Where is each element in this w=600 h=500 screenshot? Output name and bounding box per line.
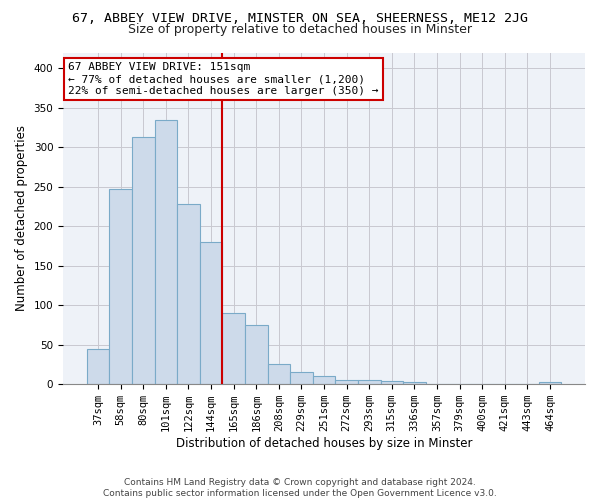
Bar bbox=[200, 242, 223, 384]
Bar bbox=[223, 313, 245, 384]
Bar bbox=[109, 189, 132, 384]
Bar bbox=[539, 382, 561, 384]
Bar bbox=[290, 372, 313, 384]
Bar bbox=[268, 364, 290, 384]
Bar bbox=[177, 204, 200, 384]
Bar bbox=[358, 380, 380, 384]
Text: 67 ABBEY VIEW DRIVE: 151sqm
← 77% of detached houses are smaller (1,200)
22% of : 67 ABBEY VIEW DRIVE: 151sqm ← 77% of det… bbox=[68, 62, 379, 96]
Bar bbox=[155, 120, 177, 384]
Bar bbox=[87, 350, 109, 384]
Bar bbox=[380, 381, 403, 384]
Y-axis label: Number of detached properties: Number of detached properties bbox=[15, 126, 28, 312]
Bar bbox=[335, 380, 358, 384]
X-axis label: Distribution of detached houses by size in Minster: Distribution of detached houses by size … bbox=[176, 437, 472, 450]
Bar bbox=[245, 325, 268, 384]
Bar bbox=[132, 137, 155, 384]
Text: Contains HM Land Registry data © Crown copyright and database right 2024.
Contai: Contains HM Land Registry data © Crown c… bbox=[103, 478, 497, 498]
Text: Size of property relative to detached houses in Minster: Size of property relative to detached ho… bbox=[128, 22, 472, 36]
Bar bbox=[403, 382, 425, 384]
Text: 67, ABBEY VIEW DRIVE, MINSTER ON SEA, SHEERNESS, ME12 2JG: 67, ABBEY VIEW DRIVE, MINSTER ON SEA, SH… bbox=[72, 12, 528, 26]
Bar bbox=[313, 376, 335, 384]
